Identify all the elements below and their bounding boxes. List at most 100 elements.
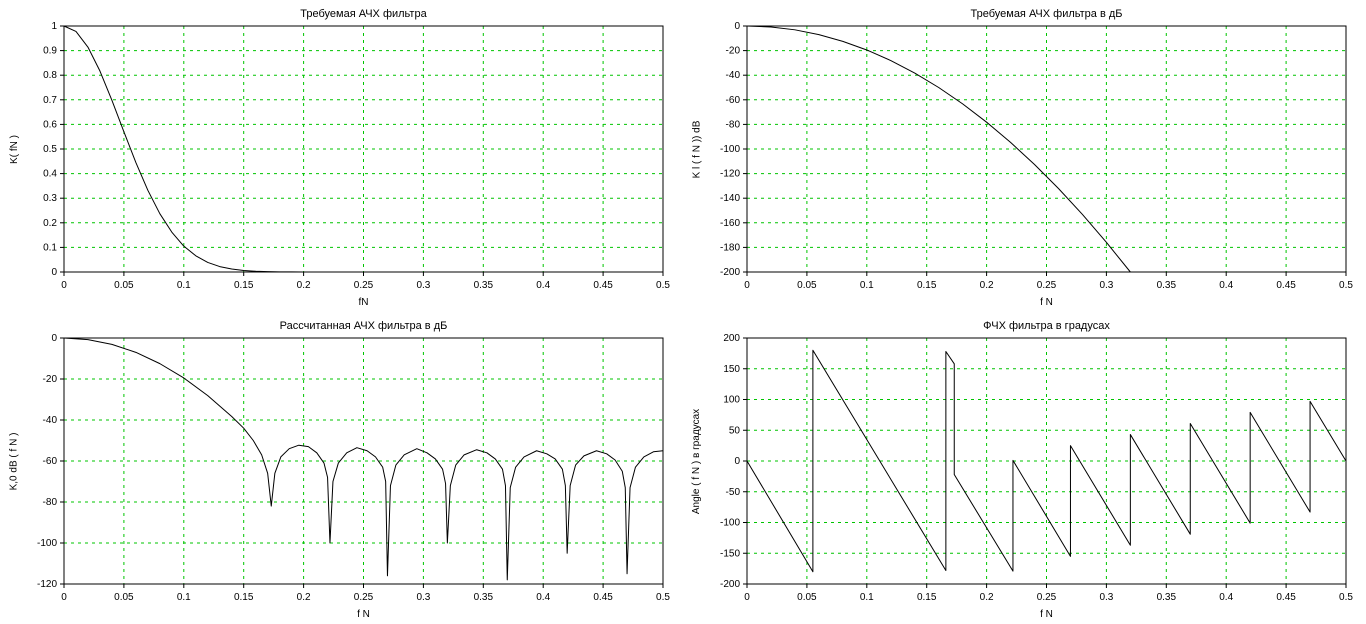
x-tick-label: 0.4 [1219, 280, 1233, 291]
y-tick-label: -20 [43, 374, 58, 385]
x-tick-label: 0.05 [114, 592, 134, 603]
y-tick-label: -80 [43, 497, 58, 508]
x-tick-label: 0.45 [593, 280, 613, 291]
y-axis-label: K l ( f N )) dB [691, 120, 703, 178]
x-tick-label: 0.4 [536, 280, 550, 291]
x-tick-label: 0.1 [860, 280, 874, 291]
x-tick-label: 0.05 [797, 592, 817, 603]
chart-panel-computed-magnitude-response-db: 0 0.05 0.1 0.15 0.2 0.25 0.3 0.35 0.4 0.45 0.5 0 -20… [0, 312, 683, 624]
x-tick-label: 0.45 [593, 592, 613, 603]
x-tick-label: 0.3 [1099, 592, 1113, 603]
y-tick-label: 0.9 [43, 46, 57, 57]
y-tick-label: -180 [720, 242, 740, 253]
x-tick-label: 0.45 [1276, 592, 1296, 603]
y-tick-label: -100 [37, 538, 57, 549]
y-tick-label: -20 [726, 46, 741, 57]
x-tick-label: 0 [744, 280, 750, 291]
x-tick-label: 0.45 [1276, 280, 1296, 291]
y-tick-label: -80 [726, 119, 741, 130]
x-axis-label: f N [1040, 609, 1053, 620]
y-tick-label: 200 [723, 333, 740, 344]
x-axis-label: fN [358, 297, 369, 308]
x-tick-label: 0.15 [917, 280, 937, 291]
y-tick-label: -160 [720, 218, 740, 229]
x-axis-label: f N [357, 609, 370, 620]
y-tick-label: 150 [723, 364, 740, 375]
x-tick-label: 0.35 [1157, 592, 1177, 603]
y-tick-label: -50 [726, 487, 741, 498]
y-tick-label: -100 [720, 144, 740, 155]
y-tick-label: 0.1 [43, 242, 57, 253]
y-axis-label: K( fN ) [8, 134, 20, 164]
x-tick-label: 0.2 [297, 280, 311, 291]
y-tick-label: 0 [51, 267, 57, 278]
x-tick-label: 0.25 [354, 592, 374, 603]
x-tick-label: 0.5 [1339, 280, 1353, 291]
x-tick-label: 0.35 [474, 280, 494, 291]
x-tick-label: 0.1 [177, 280, 191, 291]
y-tick-label: 0 [51, 333, 57, 344]
x-tick-label: 0.3 [1099, 280, 1113, 291]
chart-required-magnitude-response: 0 0.05 0.1 0.15 0.2 0.25 0.3 0.35 0.4 0.45 0.5 1 0.9… [43, 21, 670, 291]
y-tick-label: 0.5 [43, 144, 57, 155]
x-tick-label: 0.4 [536, 592, 550, 603]
x-tick-label: 0.1 [177, 592, 191, 603]
x-tick-label: 0.15 [234, 280, 254, 291]
chart-title: Требуемая АЧХ фильтра [300, 8, 427, 20]
chart-computed-magnitude-response-db: 0 0.05 0.1 0.15 0.2 0.25 0.3 0.35 0.4 0.45 0.5 0 -20… [37, 333, 670, 603]
x-tick-label: 0.25 [1037, 592, 1057, 603]
x-tick-label: 0.2 [980, 592, 994, 603]
x-tick-label: 0.35 [474, 592, 494, 603]
x-tick-label: 0.3 [416, 280, 430, 291]
y-tick-label: 0.4 [43, 169, 57, 180]
chart-phase-response-degrees: 0 0.05 0.1 0.15 0.2 0.25 0.3 0.35 0.4 0.45 0.5 200 1… [720, 333, 1353, 603]
y-tick-label: -60 [726, 95, 741, 106]
x-tick-label: 0 [61, 280, 67, 291]
y-tick-label: -200 [720, 267, 740, 278]
y-tick-label: 0.8 [43, 70, 57, 81]
chart-title: Рассчитанная АЧХ фильтра в дБ [279, 320, 448, 332]
x-tick-label: 0.25 [1037, 280, 1057, 291]
y-tick-label: 1 [51, 21, 57, 32]
y-axis-label: Angle ( f N ) в градусах [691, 408, 703, 514]
y-tick-label: 0.6 [43, 119, 57, 130]
y-tick-label: -60 [43, 456, 58, 467]
x-tick-label: 0.5 [656, 280, 670, 291]
y-tick-label: -100 [720, 518, 740, 529]
data-curve [63, 25, 664, 273]
y-axis-label: K,0 dB ( f N ) [8, 432, 20, 490]
y-tick-label: -200 [720, 579, 740, 590]
y-tick-label: -150 [720, 548, 740, 559]
x-tick-label: 0.4 [1219, 592, 1233, 603]
x-tick-label: 0.15 [917, 592, 937, 603]
x-tick-label: 0.3 [416, 592, 430, 603]
chart-panel-required-magnitude-response: 0 0.05 0.1 0.15 0.2 0.25 0.3 0.35 0.4 0.45 0.5 1 0.9… [0, 0, 683, 312]
chart-title: Требуемая АЧХ фильтра в дБ [970, 8, 1123, 20]
chart-title: ФЧХ фильтра в градусах [983, 320, 1110, 332]
y-tick-label: 100 [723, 395, 740, 406]
x-tick-label: 0 [61, 592, 67, 603]
y-tick-label: -120 [720, 169, 740, 180]
x-tick-label: 0.2 [980, 280, 994, 291]
x-axis-label: f N [1040, 297, 1053, 308]
x-tick-label: 0.5 [1339, 592, 1353, 603]
y-tick-label: 0 [734, 456, 740, 467]
y-tick-label: 0 [734, 21, 740, 32]
y-tick-label: -40 [43, 415, 58, 426]
y-tick-label: 0.3 [43, 193, 57, 204]
x-tick-label: 0.35 [1157, 280, 1177, 291]
y-tick-label: -140 [720, 193, 740, 204]
x-tick-label: 0.2 [297, 592, 311, 603]
chart-panel-phase-response-degrees: 0 0.05 0.1 0.15 0.2 0.25 0.3 0.35 0.4 0.45 0.5 200 1… [683, 312, 1366, 624]
y-tick-label: 50 [729, 425, 741, 436]
chart-panel-required-magnitude-response-db: 0 0.05 0.1 0.15 0.2 0.25 0.3 0.35 0.4 0.45 0.5 0 -20… [683, 0, 1366, 312]
y-tick-label: -40 [726, 70, 741, 81]
x-tick-label: 0.05 [114, 280, 134, 291]
x-tick-label: 0.5 [656, 592, 670, 603]
y-tick-label: 0.7 [43, 95, 57, 106]
x-tick-label: 0.15 [234, 592, 254, 603]
x-tick-label: 0.1 [860, 592, 874, 603]
x-tick-label: 0.05 [797, 280, 817, 291]
x-tick-label: 0.25 [354, 280, 374, 291]
